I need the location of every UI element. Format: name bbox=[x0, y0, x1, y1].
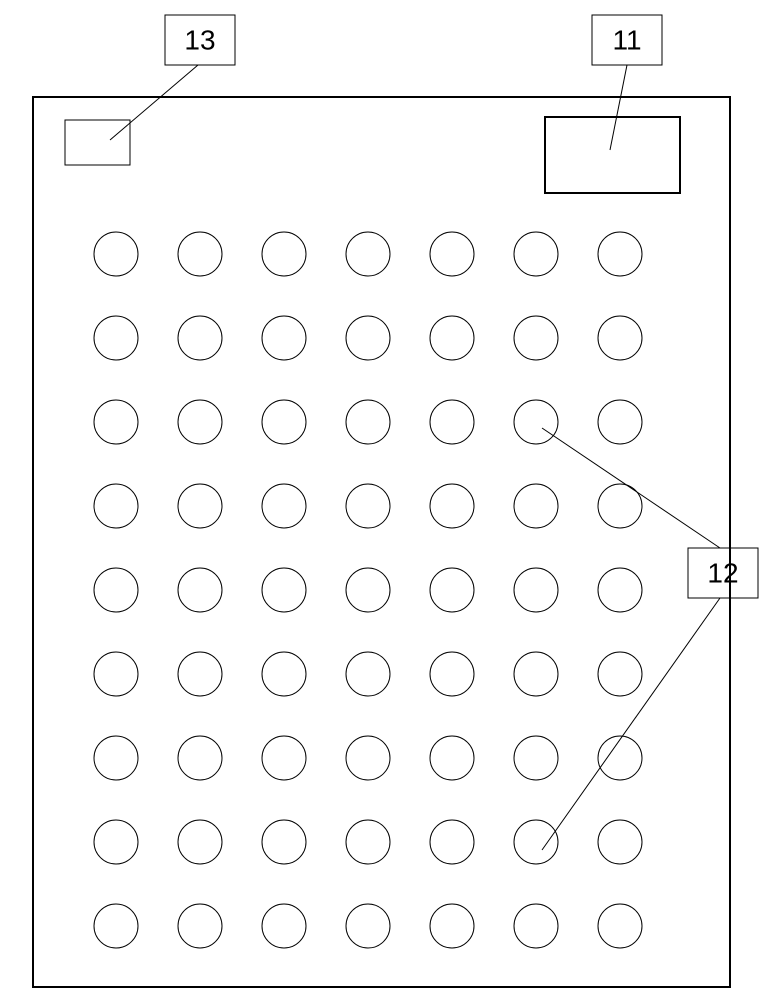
leader-line-l12-0 bbox=[542, 428, 720, 548]
hole-circle bbox=[598, 568, 642, 612]
callout-label-l13: 13 bbox=[184, 25, 215, 56]
leader-line-l12-1 bbox=[542, 598, 720, 850]
hole-circle bbox=[514, 652, 558, 696]
leader-line-l13 bbox=[110, 65, 198, 140]
hole-circle bbox=[346, 736, 390, 780]
hole-circle bbox=[178, 904, 222, 948]
hole-circle bbox=[430, 316, 474, 360]
hole-circle bbox=[178, 820, 222, 864]
callout-label-l11: 11 bbox=[612, 25, 641, 56]
hole-circle bbox=[178, 568, 222, 612]
hole-circle bbox=[346, 484, 390, 528]
hole-circle bbox=[514, 820, 558, 864]
hole-circle bbox=[94, 568, 138, 612]
hole-circle bbox=[430, 400, 474, 444]
hole-circle bbox=[430, 820, 474, 864]
hole-circle bbox=[94, 232, 138, 276]
hole-circle bbox=[598, 904, 642, 948]
hole-circle bbox=[514, 484, 558, 528]
hole-circle bbox=[514, 568, 558, 612]
hole-circle bbox=[94, 400, 138, 444]
hole-circle bbox=[262, 484, 306, 528]
hole-circle bbox=[346, 820, 390, 864]
hole-circle bbox=[514, 232, 558, 276]
hole-circle bbox=[514, 904, 558, 948]
hole-circle bbox=[262, 820, 306, 864]
component-11 bbox=[545, 117, 680, 193]
hole-circle bbox=[514, 400, 558, 444]
hole-circle bbox=[598, 400, 642, 444]
hole-circle bbox=[178, 484, 222, 528]
hole-circle bbox=[178, 232, 222, 276]
hole-circle bbox=[598, 736, 642, 780]
hole-circle bbox=[430, 232, 474, 276]
hole-circle bbox=[178, 736, 222, 780]
callout-label-l12: 12 bbox=[707, 558, 738, 589]
hole-circle bbox=[94, 316, 138, 360]
hole-circle bbox=[262, 232, 306, 276]
hole-circle bbox=[430, 736, 474, 780]
hole-circle bbox=[346, 904, 390, 948]
hole-circle bbox=[430, 904, 474, 948]
hole-circle bbox=[94, 484, 138, 528]
hole-circle bbox=[346, 232, 390, 276]
hole-circle bbox=[178, 316, 222, 360]
hole-circle bbox=[598, 232, 642, 276]
hole-circle bbox=[430, 568, 474, 612]
hole-circle bbox=[598, 820, 642, 864]
hole-circle bbox=[262, 400, 306, 444]
component-13 bbox=[65, 120, 130, 165]
hole-circle bbox=[178, 400, 222, 444]
hole-circle bbox=[514, 736, 558, 780]
hole-circle bbox=[346, 400, 390, 444]
hole-circle bbox=[346, 652, 390, 696]
hole-circle bbox=[598, 652, 642, 696]
hole-circle bbox=[514, 316, 558, 360]
hole-circle bbox=[94, 904, 138, 948]
hole-circle bbox=[346, 568, 390, 612]
hole-circle bbox=[262, 736, 306, 780]
hole-circle bbox=[346, 316, 390, 360]
hole-circle bbox=[94, 736, 138, 780]
hole-circle bbox=[178, 652, 222, 696]
panel-frame bbox=[33, 97, 730, 987]
hole-circle bbox=[598, 316, 642, 360]
hole-circle bbox=[430, 652, 474, 696]
hole-circle bbox=[262, 568, 306, 612]
leader-line-l11 bbox=[610, 65, 627, 150]
hole-circle bbox=[94, 820, 138, 864]
hole-circle bbox=[94, 652, 138, 696]
hole-circle bbox=[262, 904, 306, 948]
hole-circle bbox=[262, 652, 306, 696]
hole-circle bbox=[430, 484, 474, 528]
hole-circle bbox=[262, 316, 306, 360]
